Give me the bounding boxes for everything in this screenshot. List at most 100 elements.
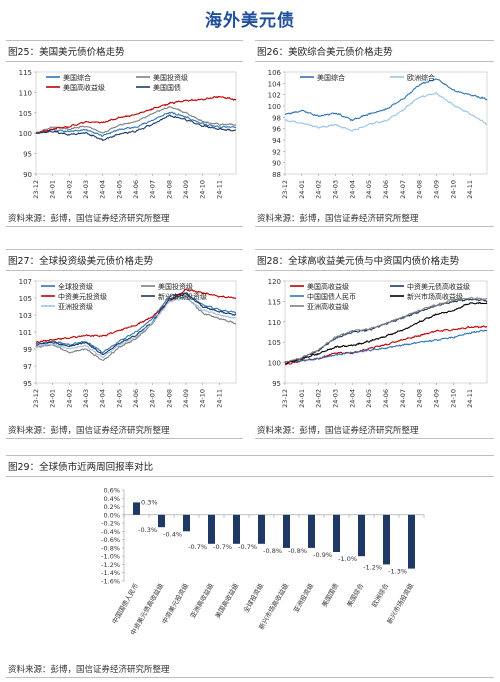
x-tick-label: 24-10 bbox=[449, 180, 457, 199]
y-tick-label: 92 bbox=[272, 148, 281, 156]
series-line bbox=[284, 92, 488, 132]
series-line bbox=[35, 288, 237, 344]
bar bbox=[133, 502, 140, 515]
series-line bbox=[35, 297, 237, 359]
legend-label: 亚洲高收益级 bbox=[307, 302, 349, 311]
y-tick-label: 99 bbox=[23, 346, 32, 354]
data-label: -0.7% bbox=[188, 543, 207, 551]
series-line bbox=[35, 114, 236, 142]
x-tick-label: 24-07 bbox=[399, 180, 407, 199]
category-label: 亚洲投资级 bbox=[291, 581, 315, 614]
data-label: -0.7% bbox=[213, 543, 232, 551]
x-tick-label: 24-06 bbox=[382, 389, 390, 408]
y-tick-label: 97 bbox=[23, 363, 32, 371]
y-tick-label: 106 bbox=[268, 69, 282, 77]
x-tick-label: 24-04 bbox=[348, 180, 356, 199]
y-tick-label: 90 bbox=[23, 171, 32, 179]
figure-27-source-bar: 资料来源：彭博，国信证券经济研究所整理 bbox=[6, 424, 243, 439]
y-tick-label: 0.0% bbox=[103, 511, 120, 519]
figure-26-source: 资料来源：彭博，国信证券经济研究所整理 bbox=[257, 214, 419, 224]
legend-label: 中国国债人民币 bbox=[307, 292, 356, 301]
y-tick-label: 94 bbox=[272, 137, 281, 145]
figure-28-source: 资料来源：彭博，国信证券经济研究所整理 bbox=[257, 426, 419, 436]
figure-27-chart: 95 97 99 101 103 105 107 23-12 24-01 24-02 24-03 24… bbox=[19, 278, 237, 408]
y-tick-label: -1.0% bbox=[101, 553, 120, 561]
y-tick-label: 110 bbox=[19, 89, 32, 97]
x-tick-label: 24-10 bbox=[199, 389, 207, 408]
x-tick-label: 24-02 bbox=[315, 180, 323, 199]
x-tick-label: 24-09 bbox=[182, 180, 190, 199]
x-tick-label: 24-10 bbox=[449, 389, 457, 408]
legend-label: 中资美元投资级 bbox=[58, 292, 107, 301]
data-label: -1.2% bbox=[363, 564, 382, 572]
data-label: -0.4% bbox=[163, 530, 182, 538]
x-tick-label: 24-11 bbox=[466, 180, 474, 199]
y-tick-label: 104 bbox=[268, 80, 282, 88]
y-tick-label: 110 bbox=[268, 319, 281, 327]
legend-label: 中资美元债高收益级 bbox=[407, 282, 470, 291]
legend-label: 美国高收益级 bbox=[307, 282, 349, 291]
figure-29-caption-bar: 图29：全球债市近两周回报率对比 bbox=[6, 455, 494, 477]
x-tick-label: 23-12 bbox=[32, 180, 40, 199]
x-tick-label: 24-01 bbox=[49, 389, 57, 408]
x-tick-label: 24-09 bbox=[433, 180, 441, 199]
category-label: 美国综合 bbox=[344, 581, 365, 608]
x-tick-label: 24-06 bbox=[132, 389, 140, 408]
figure-25-chart: 90 95 100 105 110 115 23-12 24-01 24-02 24-03 24-0… bbox=[19, 69, 237, 199]
x-tick-label: 24-04 bbox=[99, 180, 107, 199]
data-label: -0.8% bbox=[288, 547, 307, 555]
legend-label: 亚洲投资级 bbox=[58, 302, 93, 311]
y-tick-label: 95 bbox=[272, 380, 281, 388]
legend-label: 新兴市场高收益级 bbox=[407, 292, 463, 301]
bar bbox=[308, 514, 315, 548]
figure-26-chart: 88 90 92 94 96 98 100 102 104 106 23-12 24-01 24-02 2… bbox=[268, 69, 488, 199]
legend-label: 美国综合 bbox=[63, 73, 91, 82]
category-label: 中国国债人民币 bbox=[110, 582, 141, 626]
y-tick-label: 105 bbox=[268, 339, 281, 347]
series-line bbox=[35, 95, 237, 134]
y-tick-label: 90 bbox=[272, 160, 281, 168]
bar bbox=[333, 514, 340, 552]
x-tick-label: 24-08 bbox=[165, 389, 173, 408]
data-label: -1.3% bbox=[388, 568, 407, 576]
series-line bbox=[285, 296, 488, 364]
figure-25-source-bar: 资料来源：彭博，国信证券经济研究所整理 bbox=[6, 212, 243, 227]
x-tick-label: 24-03 bbox=[332, 180, 340, 199]
category-label: 亚洲高收益级 bbox=[188, 581, 216, 620]
bar bbox=[158, 514, 165, 528]
bar bbox=[208, 514, 215, 544]
x-tick-label: 24-11 bbox=[466, 389, 474, 408]
y-tick-label: -0.6% bbox=[101, 536, 120, 544]
x-tick-label: 24-09 bbox=[433, 389, 441, 408]
figure-28-source-bar: 资料来源：彭博，国信证券经济研究所整理 bbox=[255, 424, 494, 439]
y-tick-label: 100 bbox=[268, 360, 281, 368]
y-tick-label: 115 bbox=[19, 69, 32, 77]
figure-29-chart: 0.6%0.4%0.2%0.0%-0.2%-0.4%-0.6%-0.8%-1.0… bbox=[101, 487, 425, 637]
x-tick-label: 24-06 bbox=[382, 180, 390, 199]
x-tick-label: 24-01 bbox=[298, 180, 306, 199]
x-tick-label: 23-12 bbox=[32, 389, 40, 408]
y-tick-label: -1.4% bbox=[101, 569, 120, 577]
figure-29-caption: 图29：全球债市近两周回报率对比 bbox=[8, 462, 154, 473]
figure-26-caption: 图26：美欧综合美元债价格走势 bbox=[257, 47, 393, 58]
category-label: 全球投资级 bbox=[241, 581, 265, 614]
y-tick-label: -1.6% bbox=[101, 578, 120, 586]
data-label: -1.0% bbox=[338, 555, 357, 563]
y-tick-label: 120 bbox=[268, 278, 281, 286]
y-tick-label: 88 bbox=[272, 171, 281, 179]
series-line bbox=[35, 292, 237, 356]
x-tick-label: 24-05 bbox=[115, 180, 123, 199]
x-tick-label: 24-02 bbox=[315, 389, 323, 408]
legend-label: 美国国债 bbox=[153, 83, 181, 92]
x-tick-label: 24-06 bbox=[132, 180, 140, 199]
y-tick-label: 100 bbox=[268, 103, 281, 111]
y-tick-label: 107 bbox=[19, 278, 32, 286]
y-tick-label: 96 bbox=[272, 126, 281, 134]
figure-25-source: 资料来源：彭博，国信证券经济研究所整理 bbox=[8, 214, 170, 224]
x-tick-label: 24-03 bbox=[82, 180, 90, 199]
y-tick-label: 0.4% bbox=[103, 495, 120, 503]
page-title: 海外美元债 bbox=[205, 11, 295, 31]
data-label: -0.3% bbox=[138, 526, 157, 534]
x-tick-label: 24-05 bbox=[365, 180, 373, 199]
figure-27-source: 资料来源：彭博，国信证券经济研究所整理 bbox=[8, 426, 170, 436]
